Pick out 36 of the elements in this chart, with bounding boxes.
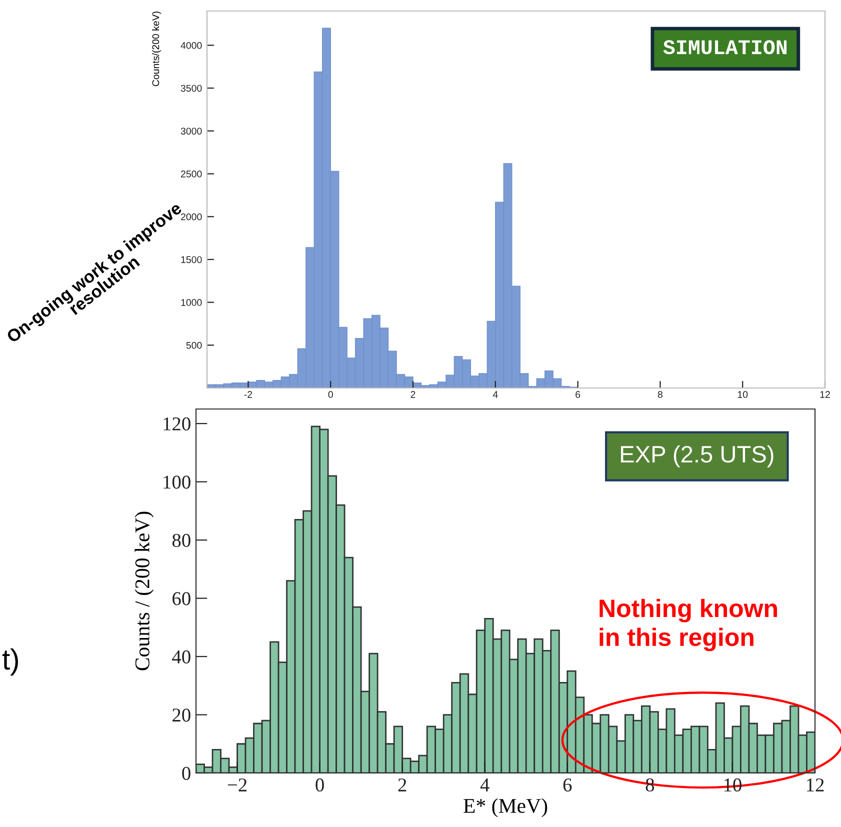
x-tick-label: 0: [328, 391, 333, 398]
x-tick-label: −2: [228, 778, 247, 792]
y-tick-label: 3000: [180, 128, 202, 135]
y-tick-label: 20: [172, 708, 190, 722]
y-tick-label: 3500: [180, 84, 202, 92]
y-axis-title: Counts/(200 keV): [152, 12, 162, 86]
annotation: SIMULATION: [663, 40, 787, 54]
text: t): [2, 648, 18, 676]
annotation: Nothing known in this region: [600, 598, 777, 652]
y-tick-label: 2500: [181, 170, 202, 178]
y-axis-title: Counts / (200 keV): [134, 512, 154, 670]
x-tick-label: 6: [576, 391, 580, 398]
x-tick-label: 2: [410, 391, 416, 398]
x-tick-label: 2: [398, 778, 406, 792]
y-tick-label: 2000: [181, 213, 202, 220]
x-tick-label: 8: [658, 391, 662, 398]
x-tick-label: 12: [820, 391, 830, 398]
y-tick-label: 4000: [180, 42, 202, 49]
y-tick-label: 120: [164, 417, 190, 430]
y-tick-label: 60: [172, 592, 190, 606]
x-tick-label: 4: [492, 391, 498, 398]
y-tick-label: 500: [186, 342, 202, 349]
x-tick-label: -2: [244, 391, 252, 398]
x-tick-label: 0: [316, 778, 324, 792]
x-tick-label: 12: [806, 778, 824, 792]
x-tick-label: 4: [480, 778, 490, 792]
y-tick-label: 80: [172, 534, 190, 547]
y-tick-label: 1000: [181, 299, 202, 306]
y-tick-label: 100: [164, 476, 190, 489]
x-tick-label: 6: [563, 778, 572, 792]
x-tick-label: 10: [738, 391, 748, 398]
x-axis-title: E* (MeV): [464, 798, 548, 818]
y-tick-label: 0: [182, 766, 190, 780]
y-tick-label: 1500: [181, 256, 202, 264]
y-tick-label: 40: [172, 650, 190, 664]
annotation: EXP (2.5 UTS): [620, 445, 774, 468]
